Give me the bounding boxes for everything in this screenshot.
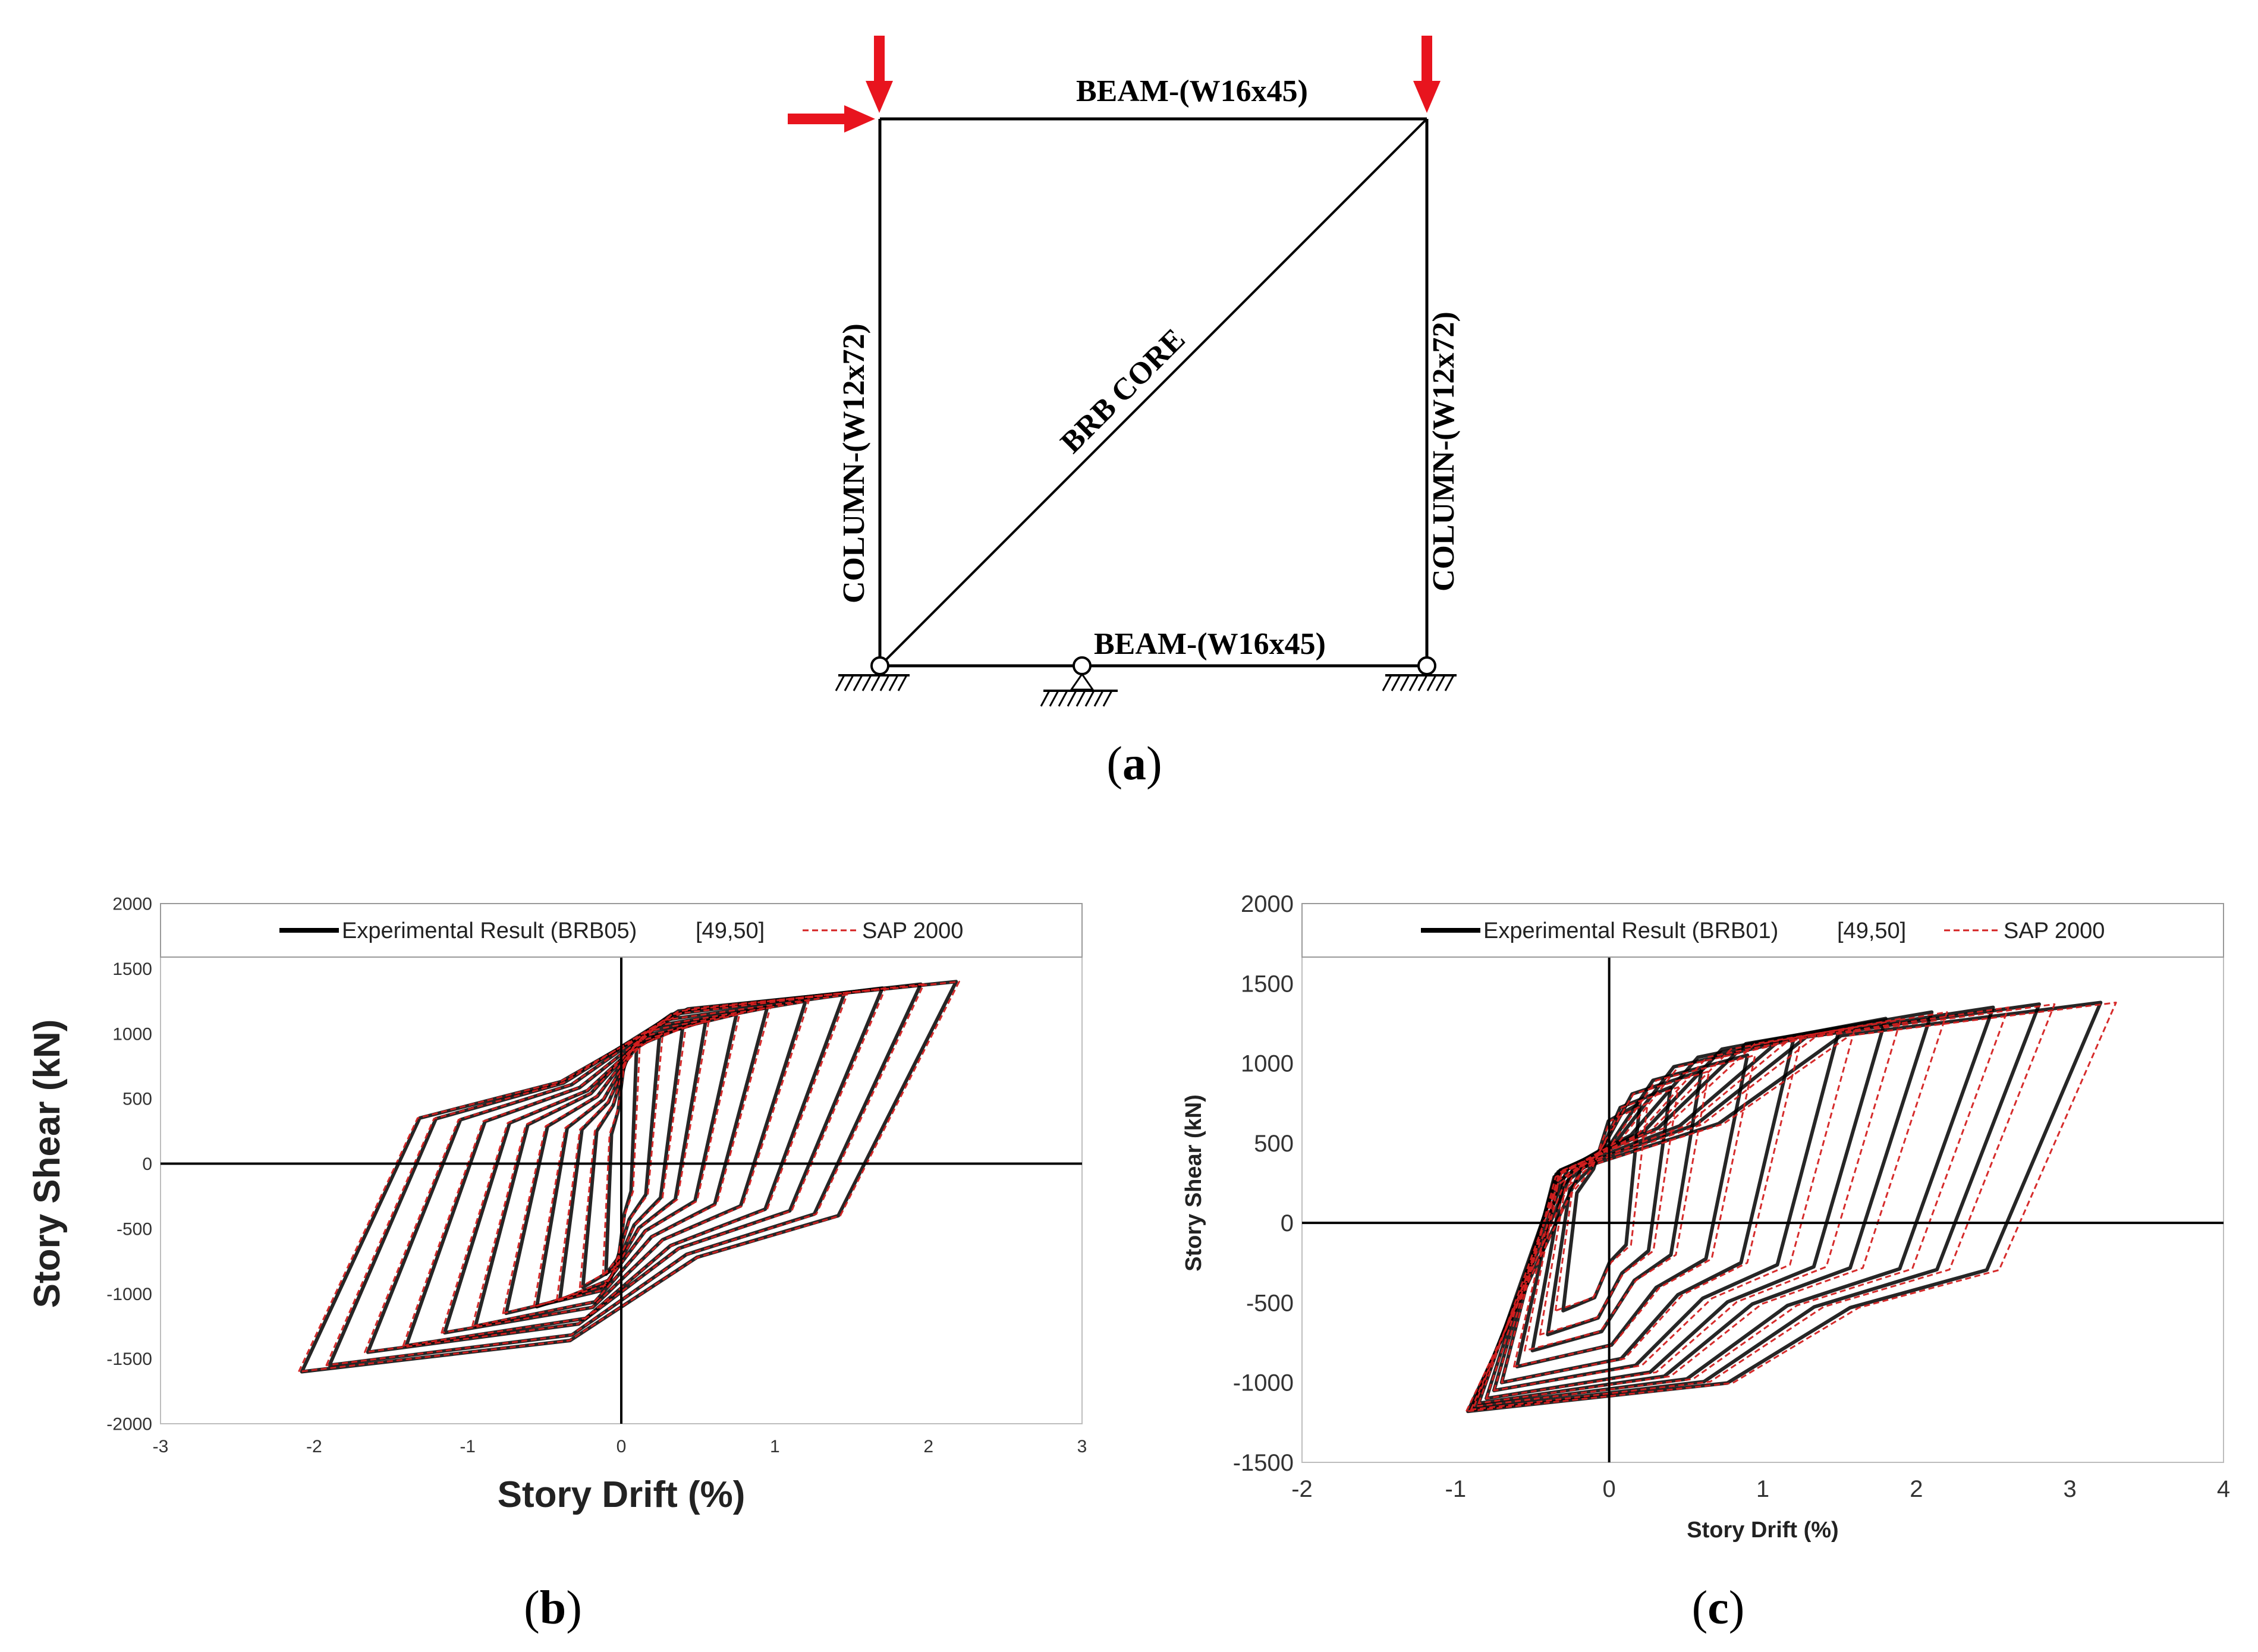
x-tick-label: 2 xyxy=(1910,1476,1923,1502)
pin-support-middle xyxy=(1040,656,1118,707)
curves-group xyxy=(298,980,960,1374)
y-tick-label: -1000 xyxy=(1233,1370,1294,1396)
y-tick-label: 1500 xyxy=(1241,971,1294,997)
x-tick-label: -3 xyxy=(153,1437,169,1456)
pin-support-right xyxy=(1382,656,1457,691)
legend-label-experimental: Experimental Result (BRB05) xyxy=(342,918,637,943)
hysteresis-loop-sap2000 xyxy=(402,993,848,1347)
y-tick-label: -2000 xyxy=(106,1415,152,1434)
x-tick-label: 3 xyxy=(2064,1476,2077,1502)
y-axis-label: Story Shear (kN) xyxy=(1181,1094,1206,1272)
y-tick-label: 1000 xyxy=(1241,1051,1294,1077)
brb-brace xyxy=(879,118,1428,667)
right-column-label: COLUMN-(W12x72) xyxy=(1427,311,1461,591)
hysteresis-loop-sap2000 xyxy=(298,980,960,1373)
hysteresis-loop-sap2000 xyxy=(1470,1003,2056,1411)
x-tick-label: 0 xyxy=(1603,1476,1616,1502)
pin-support-left xyxy=(835,656,910,691)
x-tick-label: -1 xyxy=(1445,1476,1467,1502)
y-tick-label: 0 xyxy=(142,1154,152,1174)
hysteresis-loop-experimental xyxy=(1477,1010,1934,1405)
hysteresis-loop-sap2000 xyxy=(1554,1102,1649,1312)
vertical-load-arrow-right xyxy=(1413,36,1441,113)
plot-area xyxy=(1301,903,2224,1463)
hysteresis-chart-c: -2 -1 0 1 2 3 4 -1500 -1000 -500 0 500 1000 1500 2000 E… xyxy=(1181,891,2230,1543)
x-axis-label: Story Drift (%) xyxy=(498,1474,746,1515)
arrow-head xyxy=(844,105,875,133)
x-tick-label: 2 xyxy=(923,1437,933,1456)
caption-a: (a) xyxy=(1106,738,1162,790)
hysteresis-loop-sap2000 xyxy=(325,983,925,1367)
top-beam-label: BEAM-(W16x45) xyxy=(1076,74,1308,108)
hysteresis-loop-experimental xyxy=(1469,1002,2041,1412)
y-tick-label: 2000 xyxy=(1241,891,1294,917)
hysteresis-loop-sap2000 xyxy=(502,1013,741,1314)
legend-label-sap2000: SAP 2000 xyxy=(2004,918,2105,943)
x-tick-label: 1 xyxy=(1756,1476,1769,1502)
x-tick-label: -2 xyxy=(306,1437,322,1456)
x-tick-label: 3 xyxy=(1077,1437,1087,1456)
hysteresis-loop-sap2000 xyxy=(1493,1027,1856,1392)
arrow-shaft xyxy=(788,114,847,124)
y-tick-label: -1000 xyxy=(106,1285,152,1304)
legend-label-experimental: Experimental Result (BRB01) xyxy=(1483,918,1778,943)
caption-c: (c) xyxy=(1691,1582,1745,1634)
hysteresis-loop-experimental xyxy=(1472,1005,1995,1408)
hysteresis-loop-sap2000 xyxy=(1524,1070,1710,1352)
caption-b: (b) xyxy=(524,1582,582,1634)
vertical-load-arrow-left xyxy=(866,36,893,113)
legend-label-sap2000: SAP 2000 xyxy=(862,918,963,943)
y-tick-label: -1500 xyxy=(106,1349,152,1369)
y-tick-label: 0 xyxy=(1281,1210,1294,1236)
arrow-shaft xyxy=(874,36,885,83)
y-axis-label: Story Shear (kN) xyxy=(27,1019,68,1308)
arrow-shaft xyxy=(1422,36,1432,83)
arrow-head xyxy=(1413,81,1441,113)
frame-diagram: BEAM-(W16x45) BEAM-(W16x45) COLUMN-(W12x… xyxy=(788,36,1461,707)
x-tick-label: -1 xyxy=(460,1437,476,1456)
hysteresis-loop-experimental xyxy=(300,980,958,1374)
arrow-head xyxy=(866,81,893,113)
y-tick-label: -500 xyxy=(1246,1290,1294,1316)
y-tick-label: 500 xyxy=(1254,1131,1294,1157)
x-axis-label: Story Drift (%) xyxy=(1687,1518,1838,1543)
y-tick-label: -1500 xyxy=(1233,1450,1294,1476)
y-tick-label: 1500 xyxy=(112,959,152,979)
x-tick-label: 4 xyxy=(2217,1476,2230,1502)
x-tick-label: 1 xyxy=(770,1437,780,1456)
legend-ref: [49,50] xyxy=(696,918,765,943)
brace-label: BRB CORE xyxy=(1054,322,1191,460)
x-tick-label: -2 xyxy=(1291,1476,1313,1502)
y-tick-label: 500 xyxy=(122,1090,152,1109)
legend-ref: [49,50] xyxy=(1837,918,1906,943)
bottom-beam-label: BEAM-(W16x45) xyxy=(1094,627,1326,661)
left-column-label: COLUMN-(W12x72) xyxy=(837,323,871,603)
y-tick-label: 1000 xyxy=(112,1024,152,1044)
y-tick-label: -500 xyxy=(117,1219,152,1239)
hysteresis-chart-b: -3 -2 -1 0 1 2 3 -2000 -1500 -1000 -500 0 500 1000 150… xyxy=(27,895,1087,1516)
y-tick-label: 2000 xyxy=(112,895,152,914)
hysteresis-loop-sap2000 xyxy=(441,1000,810,1334)
hysteresis-loop-sap2000 xyxy=(578,1033,664,1288)
x-tick-label: 0 xyxy=(617,1437,627,1456)
hysteresis-loop-sap2000 xyxy=(1539,1086,1680,1336)
lateral-load-arrow xyxy=(788,105,875,133)
hysteresis-loop-sap2000 xyxy=(1477,1011,1948,1405)
hysteresis-loop-sap2000 xyxy=(1465,1002,2117,1412)
